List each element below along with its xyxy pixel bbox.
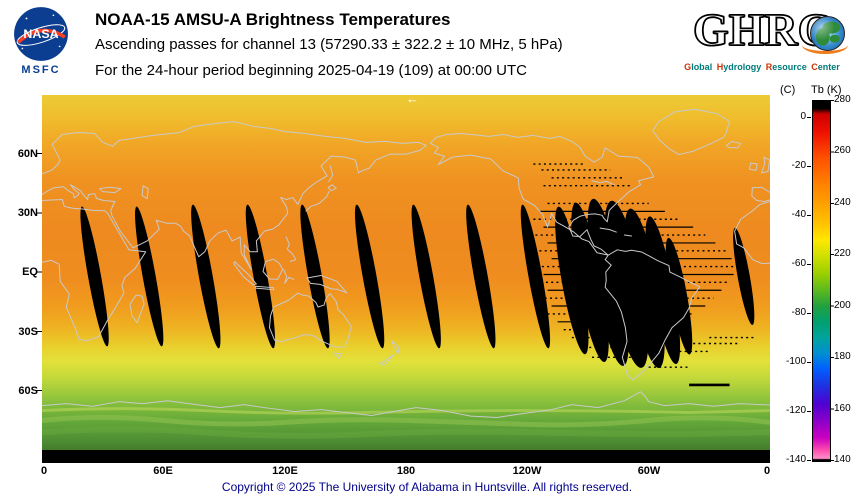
coastline-africa: [42, 200, 770, 341]
lat-label-60s: 60S: [18, 385, 38, 397]
ghrc-word: Center: [811, 62, 840, 72]
no-data-swath: [624, 208, 665, 368]
colorbar-c-40: -40: [791, 209, 806, 220]
subtitle-period: For the 24-hour period beginning 2025-04…: [95, 62, 527, 79]
colorbar-c-20: -20: [791, 160, 806, 171]
lon-label-120w: 120W: [512, 465, 542, 477]
no-data-swath: [354, 204, 385, 349]
colorbar-c-100: -100: [785, 356, 806, 367]
colorbar-unit-celsius: (C): [780, 84, 796, 96]
no-data-swath: [191, 204, 221, 349]
world-map-svg: [42, 95, 770, 439]
pass-direction-arrow: ←: [406, 91, 419, 106]
ghrc-word: Hydrology: [716, 62, 762, 72]
colorbar-c-80: -80: [791, 307, 806, 318]
lon-label-60w: 60W: [637, 465, 661, 477]
no-data-swath: [520, 204, 551, 349]
ghrc-subtitle: Global Hydrology Resource Center: [676, 62, 848, 72]
antarctic-texture: [42, 407, 770, 439]
lon-label-0b: 0: [763, 465, 771, 477]
copyright-text: Copyright © 2025 The University of Alaba…: [221, 480, 633, 494]
colorbar-k-180: 180: [834, 351, 851, 362]
colorbar-k-200: 200: [834, 300, 851, 311]
map-canvas: ←: [42, 91, 770, 450]
no-data-swath: [245, 204, 276, 349]
coastline-europe-west: [100, 142, 770, 202]
coastline-north-america: [430, 133, 653, 255]
lat-label-eq: EQ: [22, 266, 38, 278]
lon-label-180: 180: [396, 465, 416, 477]
lat-label-60n: 60N: [17, 148, 38, 160]
coastline-eurasia: [42, 122, 426, 270]
ghrc-word: Resource: [765, 62, 807, 72]
lat-axis-ticks: [36, 153, 42, 392]
no-data-swath: [733, 227, 755, 326]
coastline-south-america: [605, 250, 700, 380]
lat-label-30n: 30N: [17, 207, 38, 219]
colorbar-k-260: 260: [834, 145, 851, 156]
colorbar-ticks-left: [807, 117, 811, 462]
colorbar-ticks-right: [830, 100, 834, 462]
lon-label-60e: 60E: [153, 465, 173, 477]
colorbar-c-120: -120: [785, 405, 806, 416]
no-data-swath: [411, 204, 441, 349]
coastline-greenland: [653, 109, 730, 154]
nasa-logo-icon: NASA: [12, 5, 70, 63]
colorbar-c-0: 0: [800, 111, 806, 122]
coastline-antarctica: [42, 392, 770, 418]
ghrc-swoosh-icon: [802, 36, 848, 54]
colorbar-gradient: [812, 100, 831, 462]
colorbar-unit-kelvin: Tb (K): [811, 84, 842, 96]
coastline-oceania: [270, 275, 399, 364]
coastline-se-asia-islands: [234, 166, 337, 290]
swath-layer: [80, 163, 755, 387]
msfc-label: MSFC: [21, 64, 61, 76]
no-data-swath: [466, 204, 496, 349]
no-data-swath: [80, 206, 109, 347]
no-data-swath: [665, 237, 693, 355]
no-data-swath: [587, 198, 629, 366]
map-bottom-bar: [42, 450, 770, 463]
colorbar-k-280: 280: [834, 94, 851, 105]
colorbar-k-160: 160: [834, 403, 851, 414]
subtitle-channel: Ascending passes for channel 13 (57290.3…: [95, 36, 563, 53]
ghrc-globe-icon: [810, 16, 845, 51]
nasa-wordmark: NASA: [23, 27, 58, 41]
coastlines: [42, 109, 770, 417]
ghrc-logo: GHRC Global Hydrology Resource Center: [676, 4, 848, 84]
colorbar-k-220: 220: [834, 248, 851, 259]
colorbar-c-140: -140: [785, 454, 806, 465]
lat-label-30s: 30S: [18, 326, 38, 338]
colorbar-k-140: 140: [834, 454, 851, 465]
colorbar: (C) Tb (K) 280 260 240 220 200 180 160 1…: [778, 84, 854, 484]
lon-label-0a: 0: [40, 465, 48, 477]
colorbar-c-60: -60: [791, 258, 806, 269]
page-title: NOAA-15 AMSU-A Brightness Temperatures: [95, 10, 451, 29]
lon-label-120e: 120E: [272, 465, 298, 477]
ghrc-word: Global: [684, 62, 713, 72]
no-data-swath: [135, 206, 164, 347]
colorbar-k-240: 240: [834, 197, 851, 208]
